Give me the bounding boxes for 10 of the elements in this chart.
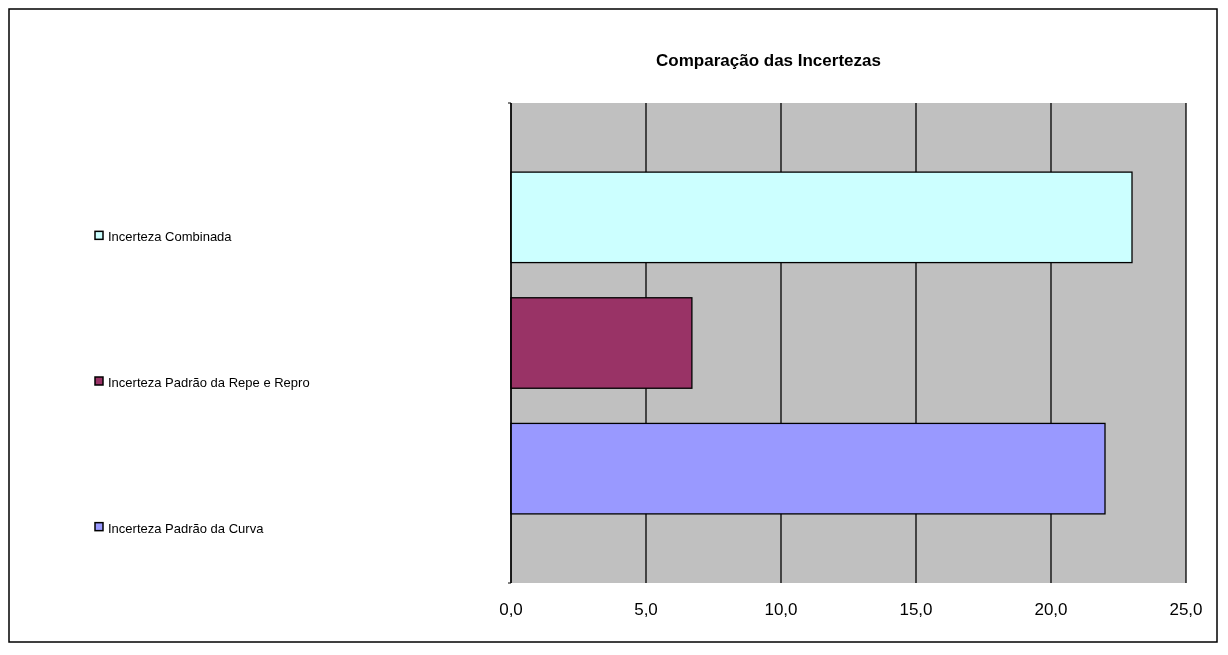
x-tick-label: 20,0	[1034, 600, 1068, 619]
x-tick-label: 15,0	[899, 600, 933, 619]
x-tick-label: 5,0	[634, 600, 658, 619]
x-tick-label: 25,0	[1169, 600, 1203, 619]
x-tick-label: 10,0	[764, 600, 798, 619]
legend-label: Incerteza Padrão da Curva	[108, 520, 265, 536]
x-tick-label: 0,0	[499, 600, 523, 619]
chart-title: Comparação das Incertezas	[656, 51, 881, 70]
legend-label: Incerteza Combinada	[108, 229, 233, 245]
legend-label: Incerteza Padrão da Repe e Repro	[108, 375, 310, 390]
